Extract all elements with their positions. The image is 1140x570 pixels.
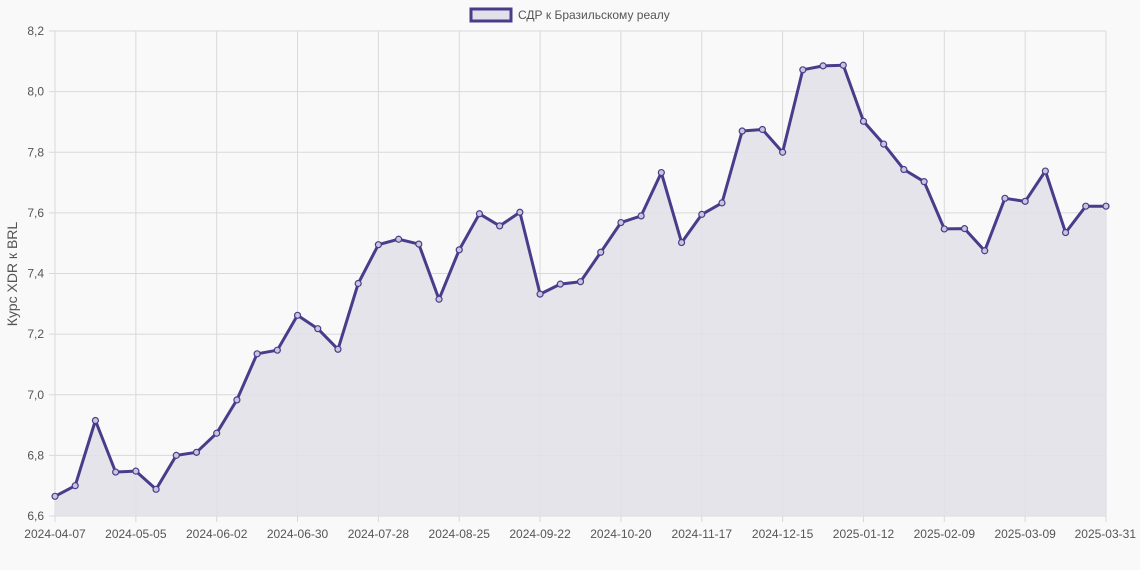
data-point [880, 140, 888, 148]
legend-swatch[interactable] [469, 7, 513, 23]
data-point [900, 165, 908, 174]
x-tick-label: 2024-11-17 [672, 527, 733, 541]
data-point [981, 247, 989, 255]
y-tick-label: 7,0 [27, 388, 44, 402]
data-point [354, 279, 362, 288]
data-point [859, 117, 868, 125]
data-point [657, 168, 665, 177]
x-tick-label: 2025-02-09 [914, 527, 976, 541]
y-tick-label: 7,2 [27, 327, 44, 341]
data-point [374, 241, 382, 249]
data-point [71, 482, 79, 490]
data-point [1001, 194, 1009, 202]
x-tick-label: 2024-09-22 [509, 527, 571, 541]
x-tick-label: 2024-05-05 [105, 527, 167, 541]
data-point [758, 125, 767, 134]
data-point [940, 225, 948, 233]
data-point [556, 280, 564, 288]
data-point [1021, 197, 1029, 205]
data-point [677, 238, 686, 247]
x-tick-label: 2024-04-07 [24, 527, 86, 541]
data-point [415, 240, 423, 248]
x-tick-label: 2024-06-30 [267, 527, 329, 541]
data-point [334, 345, 342, 353]
data-point [273, 346, 281, 354]
data-point [839, 61, 847, 69]
data-point [1061, 228, 1070, 237]
y-tick-label: 6,8 [27, 448, 44, 462]
data-point [253, 350, 261, 358]
data-point [718, 199, 726, 207]
data-point [819, 62, 827, 70]
data-point [314, 325, 322, 333]
x-tick-label: 2024-10-20 [590, 527, 652, 541]
data-point [698, 210, 706, 218]
data-point [779, 148, 787, 156]
data-point [496, 222, 504, 230]
data-point [1041, 167, 1049, 175]
data-point [91, 416, 100, 425]
x-tick-label: 2024-08-25 [429, 527, 491, 541]
data-point [172, 451, 180, 459]
data-point [435, 295, 443, 303]
y-tick-label: 7,6 [27, 206, 44, 220]
x-tick-label: 2024-07-28 [348, 527, 410, 541]
data-point [617, 218, 625, 227]
x-tick-label: 2025-03-09 [994, 527, 1056, 541]
y-tick-label: 7,4 [27, 267, 44, 281]
data-point [960, 225, 969, 233]
legend[interactable]: СДР к Бразильскому реалу [469, 7, 670, 23]
data-point [394, 235, 403, 243]
data-point [293, 311, 302, 319]
data-point [132, 467, 140, 475]
y-tick-label: 7,8 [27, 145, 44, 159]
y-axis-tick-labels: 6,6 6,8 7,0 7,2 7,4 7,6 7,8 8,0 8,2 [27, 24, 44, 523]
y-tick-label: 8,2 [27, 24, 44, 38]
data-point [233, 396, 241, 404]
data-point [455, 246, 463, 254]
x-tick-label: 2024-06-02 [186, 527, 248, 541]
data-point [213, 429, 221, 437]
y-tick-label: 6,6 [27, 509, 44, 523]
data-point [192, 448, 201, 456]
data-point [475, 210, 484, 218]
y-tick-label: 8,0 [27, 85, 44, 99]
data-point [516, 208, 524, 216]
data-point [576, 278, 585, 286]
data-point [152, 485, 160, 493]
data-point [920, 178, 928, 186]
data-point [536, 290, 544, 298]
x-tick-label: 2025-03-31 [1075, 527, 1137, 541]
data-point [597, 248, 605, 256]
data-points [51, 61, 1110, 500]
data-point [637, 212, 645, 220]
legend-label[interactable]: СДР к Бразильскому реалу [518, 8, 670, 22]
data-point [1102, 202, 1110, 210]
series-area-fill [55, 65, 1106, 517]
data-point [799, 66, 807, 74]
x-tick-label: 2025-01-12 [833, 527, 895, 541]
x-axis-tick-labels: 2024-04-07 2024-05-05 2024-06-02 2024-06-30… [24, 527, 1136, 541]
data-point [738, 127, 746, 135]
y-axis-title: Курс XDR к BRL [4, 222, 20, 327]
data-point [51, 492, 59, 500]
data-point [1082, 202, 1090, 210]
data-point [112, 468, 120, 476]
x-tick-label: 2024-12-15 [752, 527, 814, 541]
